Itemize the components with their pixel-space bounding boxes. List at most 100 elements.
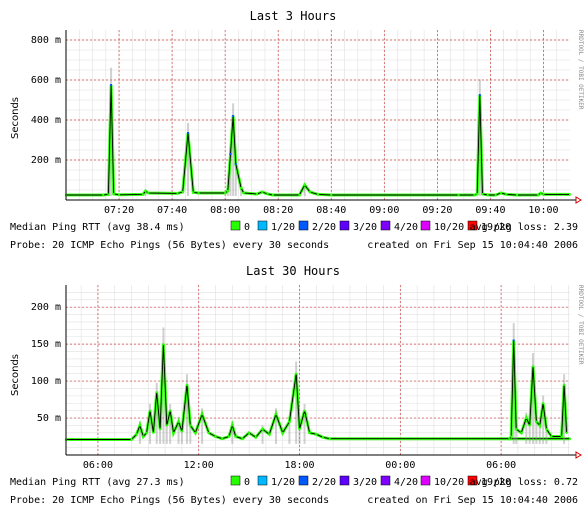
median-point [500,192,503,194]
legend-swatch-6 [467,220,478,231]
x-tick-label: 09:00 [369,205,399,216]
y-tick-label: 400 m [31,115,61,126]
median-point [234,435,237,438]
plot-area [66,285,570,455]
median-point [142,435,145,438]
legend-item-0: 0 [244,477,250,488]
median-point [535,420,538,423]
median-point [528,424,531,427]
median-point [110,84,113,86]
legend-item-4: 4/20 [394,222,418,233]
probe-info: Probe: 20 ICMP Echo Pings (56 Bytes) eve… [10,495,329,506]
legend-item-2: 2/20 [312,477,336,488]
x-tick-label: 06:00 [83,460,113,471]
median-point [229,153,232,155]
chart-title: Last 3 Hours [250,9,337,23]
median-point [201,413,204,416]
median-point [192,191,195,194]
median-point [317,193,319,196]
median-point [322,436,325,439]
x-tick-label: 18:00 [284,460,314,471]
legend-item-3: 3/20 [353,222,377,233]
legend-swatch-3 [339,220,350,231]
x-axis-arrow [575,196,582,204]
median-point [298,194,301,196]
axes: 200 m 400 m 600 m 800 m 07:20 07:40 08:00 08:20… [31,30,582,216]
median-point [221,437,224,440]
median-point [481,193,484,195]
watermark: RRDTOOL / TOBI OETIKER [577,30,584,110]
median-point [152,431,155,434]
median-line [509,340,568,440]
legend-swatch-4 [380,220,391,231]
y-tick-label: 50 m [37,413,61,424]
legend-swatch-2 [298,220,309,231]
legend-swatch-5 [420,475,431,486]
median-point [107,193,110,196]
median-point [545,428,548,431]
median-point [308,431,311,434]
median-point [141,193,144,196]
x-axis-arrow [575,451,582,459]
median-point [241,437,244,440]
chart-title: Last 30 Hours [246,264,340,278]
median-point [512,339,515,342]
median-point [135,433,138,436]
median-point [118,193,121,196]
created-date: created on Fri Sep 15 10:04:40 2006 [367,240,578,251]
median-point [538,424,541,427]
median-point [315,433,318,436]
median-point [242,192,245,194]
median-point [162,343,165,346]
legend-item-2: 2/20 [312,222,336,233]
median-point [185,383,188,386]
median-point [240,187,243,189]
median-point [457,194,460,196]
x-tick-label: 12:00 [184,460,214,471]
x-tick-label: 08:00 [210,205,240,216]
y-tick-label: 100 m [31,376,61,387]
legend-prefix: Median Ping RTT (avg 27.3 ms) [10,477,185,488]
median-point [560,435,563,438]
x-tick-label: 06:00 [486,460,516,471]
legend-item-1: 1/20 [271,222,295,233]
median-point [112,193,115,195]
x-tick-label: 09:20 [422,205,452,216]
median-point [144,190,147,192]
median-point [565,431,568,434]
median-point [232,115,235,117]
median-point [214,435,217,438]
median-point [298,428,301,431]
median-point [172,431,175,434]
median-point [328,437,331,440]
legend-item-3: 3/20 [353,477,377,488]
x-tick-label: 00:00 [385,460,415,471]
median-point [194,431,197,434]
median-point [181,191,184,193]
median-point [515,194,518,196]
series-marks [65,323,571,444]
median-point [271,194,274,196]
median-point [207,431,210,434]
legend-swatch-1 [257,220,268,231]
median-point [231,424,234,427]
median-point [169,409,172,412]
median-point [478,94,481,96]
median-point [539,192,542,194]
legend-swatch-1 [257,475,268,486]
median-point [138,424,141,427]
median-point [176,192,179,195]
median-point [102,194,105,196]
median-point [476,193,479,195]
median-point [155,391,158,394]
median-point [281,431,284,434]
median-point [130,438,133,441]
median-point [569,193,571,196]
median-point [147,192,150,194]
x-tick-label: 07:20 [104,205,134,216]
median-point [505,193,508,196]
median-line [66,344,570,440]
median-point [227,435,230,438]
x-tick-label: 10:00 [528,205,558,216]
